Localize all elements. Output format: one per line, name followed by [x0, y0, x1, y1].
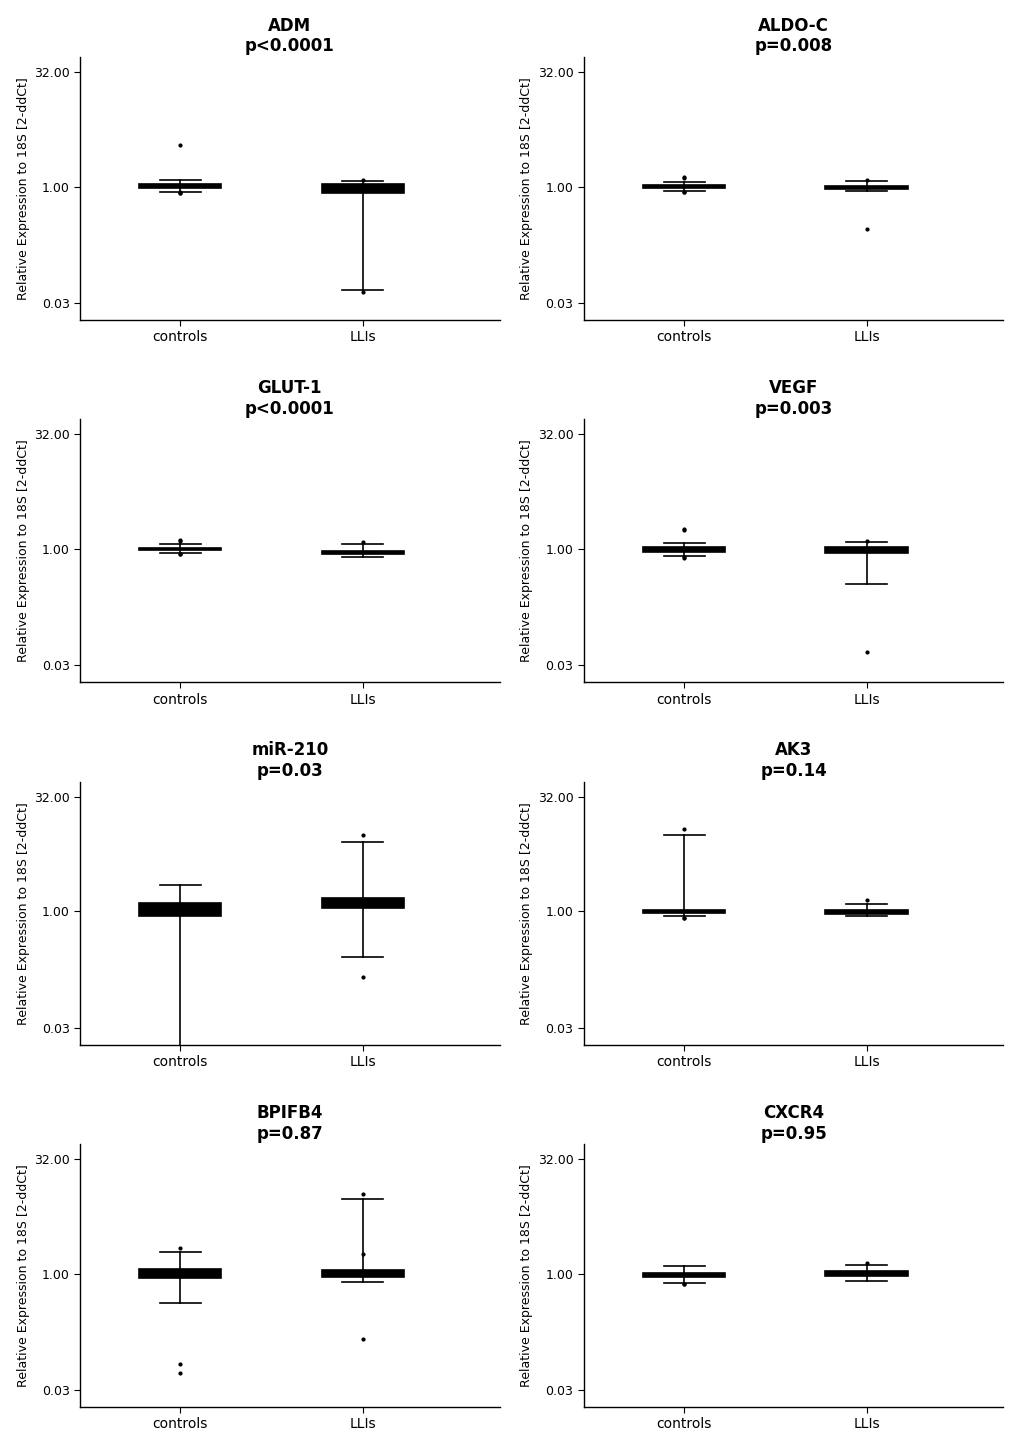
Title: miR-210
p=0.03: miR-210 p=0.03	[251, 741, 328, 780]
Title: BPIFB4
p=0.87: BPIFB4 p=0.87	[256, 1103, 323, 1142]
Y-axis label: Relative Expression to 18S [2-ddCt]: Relative Expression to 18S [2-ddCt]	[16, 439, 30, 662]
Title: ALDO-C
p=0.008: ALDO-C p=0.008	[754, 17, 832, 55]
PathPatch shape	[824, 185, 907, 190]
Title: GLUT-1
p<0.0001: GLUT-1 p<0.0001	[245, 379, 334, 418]
PathPatch shape	[321, 1270, 404, 1277]
Title: VEGF
p=0.003: VEGF p=0.003	[754, 379, 832, 418]
PathPatch shape	[140, 549, 221, 550]
PathPatch shape	[824, 911, 907, 914]
PathPatch shape	[642, 185, 725, 188]
Y-axis label: Relative Expression to 18S [2-ddCt]: Relative Expression to 18S [2-ddCt]	[16, 1164, 30, 1387]
PathPatch shape	[642, 547, 725, 552]
Title: CXCR4
p=0.95: CXCR4 p=0.95	[759, 1103, 826, 1142]
PathPatch shape	[642, 911, 725, 914]
Y-axis label: Relative Expression to 18S [2-ddCt]: Relative Expression to 18S [2-ddCt]	[16, 77, 30, 300]
PathPatch shape	[321, 184, 404, 193]
PathPatch shape	[824, 547, 907, 553]
Y-axis label: Relative Expression to 18S [2-ddCt]: Relative Expression to 18S [2-ddCt]	[520, 802, 533, 1025]
Y-axis label: Relative Expression to 18S [2-ddCt]: Relative Expression to 18S [2-ddCt]	[16, 802, 30, 1025]
PathPatch shape	[321, 898, 404, 908]
Y-axis label: Relative Expression to 18S [2-ddCt]: Relative Expression to 18S [2-ddCt]	[520, 1164, 533, 1387]
Title: ADM
p<0.0001: ADM p<0.0001	[245, 17, 334, 55]
PathPatch shape	[824, 1270, 907, 1276]
Title: AK3
p=0.14: AK3 p=0.14	[759, 741, 826, 780]
PathPatch shape	[140, 1268, 221, 1279]
Y-axis label: Relative Expression to 18S [2-ddCt]: Relative Expression to 18S [2-ddCt]	[520, 77, 533, 300]
PathPatch shape	[321, 552, 404, 555]
PathPatch shape	[140, 184, 221, 188]
PathPatch shape	[642, 1273, 725, 1277]
PathPatch shape	[140, 902, 221, 917]
Y-axis label: Relative Expression to 18S [2-ddCt]: Relative Expression to 18S [2-ddCt]	[520, 439, 533, 662]
